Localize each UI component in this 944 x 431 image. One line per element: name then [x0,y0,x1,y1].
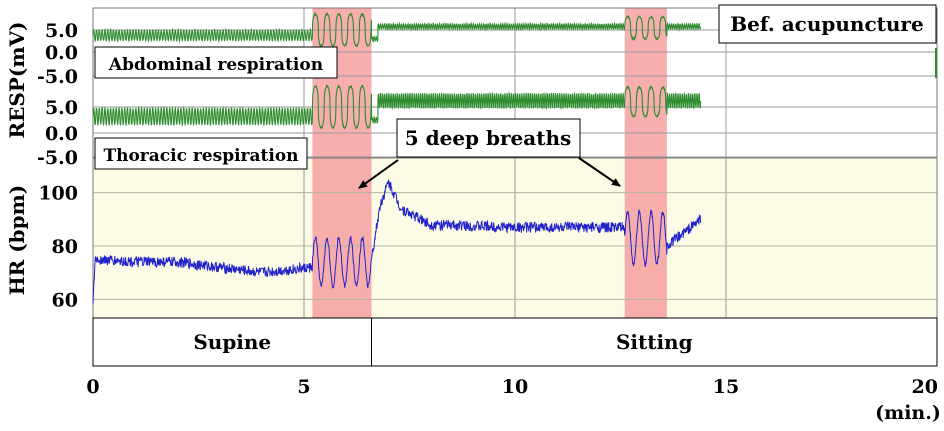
annotation-text: 5 deep breaths [405,126,572,150]
thoracic-respiration-line [92,84,702,130]
resp-axis-label: RESP(mV) [5,22,29,139]
hr-tick-label: 80 [52,236,78,258]
posture-bar [92,317,938,367]
resp-tick-label: 0.0 [45,42,78,64]
resp-tick-label: -5.0 [37,147,78,169]
x-tick-label: 10 [502,376,528,398]
annotation-arrows [358,157,621,189]
hr-axis-label: HR (bpm) [5,185,29,296]
resp-tick-label: 0.0 [45,123,78,145]
resp-tick-label: 5.0 [45,20,78,42]
thoracic-series-label: Thoracic respiration [103,146,298,166]
hr-tick-label: 100 [38,183,78,205]
title-box: Bef. acupuncture [718,4,937,44]
hr-tick-label: 60 [52,289,78,311]
arrow-to-second-deep-breath [578,157,621,187]
posture-label-sitting: Sitting [616,330,693,354]
posture-layer: Supine Sitting [193,318,693,366]
arrow-to-first-deep-breath [358,159,399,189]
x-tick-label: 15 [713,376,739,398]
chart-title: Bef. acupuncture [730,12,923,36]
series-layer [92,11,937,305]
annotation-box: 5 deep breaths [396,118,581,158]
abdominal-series-label: Abdominal respiration [108,55,323,75]
x-tick-label: 5 [297,376,310,398]
thoracic-label-box: Thoracic respiration [94,137,308,170]
resp-tick-label: -5.0 [37,66,78,88]
abdominal-respiration-line [92,11,702,49]
abdominal-label-box: Abdominal respiration [94,46,338,79]
x-axis-unit: (min.) [875,402,941,424]
hr-line [92,179,702,305]
resp-tick-label: 5.0 [45,97,78,119]
x-tick-label: 0 [86,376,99,398]
deep-breath-band-2 [624,8,667,318]
x-tick-label: 20 [912,376,938,398]
posture-label-supine: Supine [193,330,271,354]
